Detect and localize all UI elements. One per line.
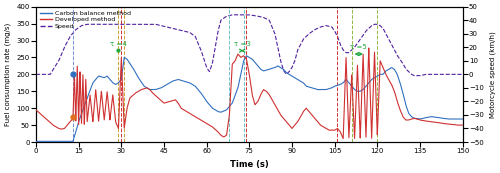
Y-axis label: Fuel consumption rate (mg/s): Fuel consumption rate (mg/s) — [4, 23, 10, 126]
Text: τ =3: τ =3 — [234, 41, 250, 47]
X-axis label: Time (s): Time (s) — [230, 160, 268, 169]
Legend: Carbon balance method, Developed method, Speed: Carbon balance method, Developed method,… — [39, 10, 132, 30]
Text: τ =4: τ =4 — [110, 41, 127, 47]
Text: τ =5: τ =5 — [350, 44, 367, 50]
Y-axis label: Motorcycle speed (km/h): Motorcycle speed (km/h) — [490, 31, 496, 118]
